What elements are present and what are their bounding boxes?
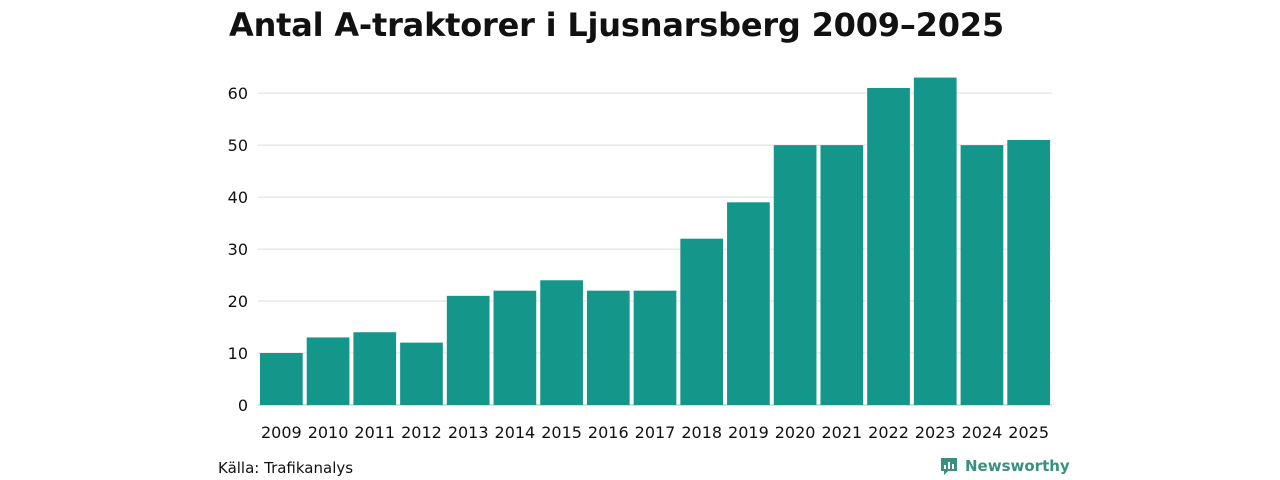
bar-2010[interactable] — [306, 337, 350, 405]
x-tick-label: 2015 — [541, 423, 582, 442]
y-tick-label: 0 — [238, 396, 248, 415]
y-tick-label: 20 — [228, 292, 248, 311]
x-tick-label: 2019 — [728, 423, 769, 442]
x-tick-label: 2014 — [495, 423, 536, 442]
bar-2025[interactable] — [1007, 139, 1050, 405]
y-tick-label: 40 — [228, 188, 248, 207]
bar-2021[interactable] — [820, 145, 864, 405]
newsworthy-logo-icon — [941, 458, 957, 475]
bar-2016[interactable] — [586, 290, 630, 405]
bar-2024[interactable] — [960, 145, 1004, 405]
x-tick-label: 2010 — [308, 423, 349, 442]
bar-2017[interactable] — [633, 290, 677, 405]
x-tick-label: 2021 — [821, 423, 862, 442]
brand-name: Newsworthy — [965, 457, 1070, 475]
bar-2012[interactable] — [400, 342, 443, 405]
y-tick-label: 10 — [228, 344, 248, 363]
x-tick-label: 2022 — [868, 423, 909, 442]
bars — [260, 77, 1050, 405]
bar-2020[interactable] — [773, 145, 817, 405]
x-tick-label: 2020 — [775, 423, 816, 442]
source-note: Källa: Trafikanalys — [218, 459, 354, 477]
x-tick-label: 2024 — [962, 423, 1003, 442]
y-tick-label: 60 — [228, 84, 248, 103]
x-tick-label: 2025 — [1008, 423, 1049, 442]
chart-title: Antal A-traktorer i Ljusnarsberg 2009–20… — [229, 6, 1004, 44]
x-tick-label: 2011 — [354, 423, 395, 442]
x-axis-ticks: 2009 2010 2011 2012 2013 2014 2015 2016 2017 2018… — [261, 423, 1049, 442]
y-axis-ticks: 0 10 20 30 40 50 60 — [228, 84, 248, 415]
x-tick-label: 2012 — [401, 423, 442, 442]
x-tick-label: 2013 — [448, 423, 489, 442]
x-tick-label: 2016 — [588, 423, 629, 442]
bar-2023[interactable] — [913, 77, 957, 405]
y-tick-label: 50 — [228, 136, 248, 155]
bar-2013[interactable] — [446, 295, 490, 405]
bar-2009[interactable] — [260, 353, 303, 405]
bar-2014[interactable] — [493, 290, 537, 405]
bar-2011[interactable] — [353, 332, 397, 405]
x-tick-label: 2017 — [635, 423, 676, 442]
x-tick-label: 2023 — [915, 423, 956, 442]
bar-2018[interactable] — [680, 238, 724, 405]
x-tick-label: 2018 — [681, 423, 722, 442]
bar-2015[interactable] — [540, 280, 583, 405]
y-tick-label: 30 — [228, 240, 248, 259]
bar-2022[interactable] — [867, 87, 910, 405]
brand-logo[interactable]: Newsworthy — [939, 456, 1070, 476]
x-tick-label: 2009 — [261, 423, 302, 442]
bar-2019[interactable] — [727, 202, 770, 405]
